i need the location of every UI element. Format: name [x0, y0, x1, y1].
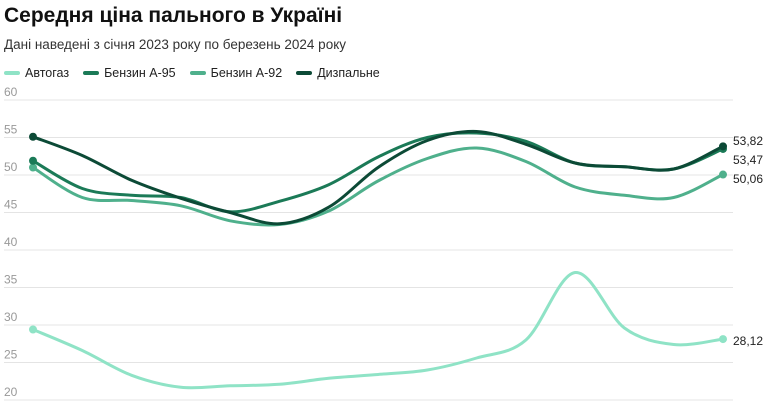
y-tick-label-25: 25	[4, 348, 18, 362]
series-line-diesel[interactable]	[31, 129, 725, 226]
series-end-point-autogas[interactable]	[719, 335, 727, 344]
y-tick-label-50: 50	[4, 160, 18, 174]
series-start-point-a95[interactable]	[29, 156, 37, 165]
legend-swatch-diesel	[296, 71, 313, 75]
series-line-autogas[interactable]	[31, 271, 725, 390]
end-label-a92: 50,06	[733, 172, 763, 186]
y-tick-label-45: 45	[4, 198, 18, 212]
end-label-a95: 53,47	[733, 153, 763, 167]
chart-legend: Автогаз Бензин А-95 Бензин А-92 Дизпальн…	[4, 66, 394, 80]
y-tick-label-20: 20	[4, 385, 18, 399]
legend-swatch-a92	[189, 71, 206, 75]
legend-swatch-autogas	[4, 71, 20, 75]
series-end-point-diesel[interactable]	[719, 142, 727, 151]
legend-label-autogas: Автогаз	[25, 66, 70, 80]
end-label-autogas: 28,12	[733, 334, 763, 348]
y-tick-label-35: 35	[4, 273, 18, 287]
legend-item-diesel[interactable]: Дизпальне	[296, 66, 380, 80]
legend-item-a92[interactable]: Бензин А-92	[189, 66, 283, 80]
y-tick-label-55: 55	[4, 123, 18, 137]
legend-item-autogas[interactable]: Автогаз	[4, 66, 69, 80]
y-tick-label-60: 60	[4, 85, 18, 99]
y-tick-label-40: 40	[4, 235, 18, 249]
y-tick-label-30: 30	[4, 310, 18, 324]
series-start-point-diesel[interactable]	[29, 132, 37, 141]
chart-title: Середня ціна пального в Україні	[4, 4, 343, 27]
series-end-point-a92[interactable]	[719, 170, 727, 179]
legend-label-a92: Бензин А-92	[210, 66, 283, 80]
legend-label-diesel: Дизпальне	[317, 66, 380, 80]
legend-swatch-a95	[83, 71, 100, 75]
legend-label-a95: Бензин А-95	[104, 66, 176, 80]
chart-subtitle: Дані наведені з січня 2023 року по берез…	[4, 37, 347, 52]
series-line-a92[interactable]	[31, 146, 725, 227]
legend-item-a95[interactable]: Бензин А-95	[83, 66, 176, 80]
series-start-point-autogas[interactable]	[29, 325, 37, 334]
series-start-point-a92[interactable]	[29, 163, 37, 172]
end-label-diesel: 53,82	[733, 134, 763, 148]
